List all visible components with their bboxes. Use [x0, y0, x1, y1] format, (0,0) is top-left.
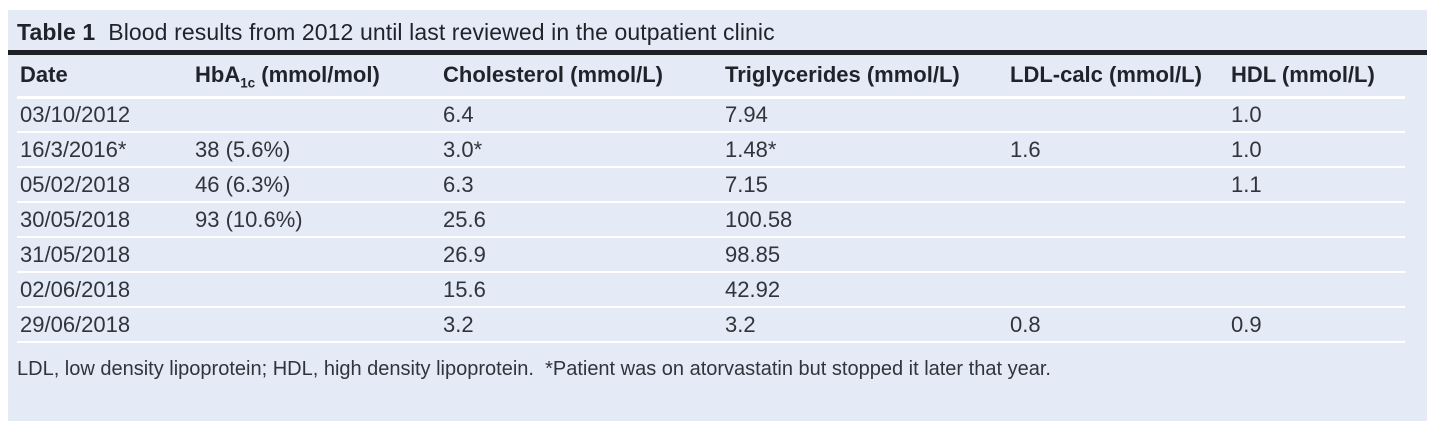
cell-ldl-calc — [1007, 237, 1228, 273]
table-number-label: Table 1 — [17, 19, 96, 45]
cell-triglycerides: 1.48* — [722, 132, 1007, 168]
cell-cholesterol: 3.2 — [440, 307, 722, 343]
cell-triglycerides: 3.2 — [722, 307, 1007, 343]
cell-date: 05/02/2018 — [17, 167, 192, 203]
cell-triglycerides: 7.94 — [722, 97, 1007, 133]
cell-cholesterol: 6.3 — [440, 167, 722, 203]
cell-ldl-calc — [1007, 167, 1228, 203]
cell-hdl: 0.9 — [1228, 307, 1405, 343]
cell-hba1c: 46 (6.3%) — [192, 167, 440, 203]
cell-hba1c — [192, 97, 440, 133]
cell-ldl-calc — [1007, 202, 1228, 238]
cell-hdl — [1228, 272, 1405, 308]
cell-ldl-calc — [1007, 97, 1228, 133]
cell-cholesterol: 3.0* — [440, 132, 722, 168]
title-divider-rule — [8, 50, 1427, 55]
cell-hdl — [1228, 237, 1405, 273]
table-row: 31/05/2018 26.9 98.85 — [17, 237, 1405, 273]
table-title: Table 1 Blood results from 2012 until las… — [8, 10, 1427, 50]
cell-date: 16/3/2016* — [17, 132, 192, 168]
hba1c-prefix: HbA — [195, 62, 241, 88]
table-caption-text: Blood results from 2012 until last revie… — [108, 19, 775, 45]
cell-cholesterol: 15.6 — [440, 272, 722, 308]
table-row: 16/3/2016* 38 (5.6%) 3.0* 1.48* 1.6 1.0 — [17, 132, 1405, 168]
cell-hdl: 1.1 — [1228, 167, 1405, 203]
cell-triglycerides: 98.85 — [722, 237, 1007, 273]
table-row: 02/06/2018 15.6 42.92 — [17, 272, 1405, 308]
blood-results-table: Date HbA1c (mmol/mol) Cholesterol (mmol/… — [17, 55, 1405, 343]
col-header-cholesterol: Cholesterol (mmol/L) — [440, 55, 722, 99]
cell-hba1c — [192, 307, 440, 343]
table-footnote: LDL, low density lipoprotein; HDL, high … — [17, 358, 1051, 380]
cell-triglycerides: 42.92 — [722, 272, 1007, 308]
cell-hdl: 1.0 — [1228, 132, 1405, 168]
cell-hba1c — [192, 272, 440, 308]
cell-ldl-calc: 1.6 — [1007, 132, 1228, 168]
cell-hdl — [1228, 202, 1405, 238]
table-header: Date HbA1c (mmol/mol) Cholesterol (mmol/… — [17, 55, 1405, 99]
table-panel: Table 1 Blood results from 2012 until las… — [8, 10, 1427, 421]
table-row: 03/10/2012 6.4 7.94 1.0 — [17, 97, 1405, 133]
cell-cholesterol: 6.4 — [440, 97, 722, 133]
cell-triglycerides: 7.15 — [722, 167, 1007, 203]
table-body: 03/10/2012 6.4 7.94 1.0 16/3/2016* 38 (5.6%) 3… — [17, 97, 1405, 343]
col-header-triglycerides: Triglycerides (mmol/L) — [722, 55, 1007, 99]
col-header-ldl-calc: LDL-calc (mmol/L) — [1007, 55, 1228, 99]
cell-cholesterol: 26.9 — [440, 237, 722, 273]
col-header-hba1c: HbA1c (mmol/mol) — [192, 55, 440, 99]
header-row: Date HbA1c (mmol/mol) Cholesterol (mmol/… — [17, 55, 1405, 99]
cell-hba1c: 93 (10.6%) — [192, 202, 440, 238]
cell-date: 03/10/2012 — [17, 97, 192, 133]
table-row: 05/02/2018 46 (6.3%) 6.3 7.15 1.1 — [17, 167, 1405, 203]
hba1c-units: (mmol/mol) — [255, 62, 380, 88]
hba1c-subscript: 1c — [240, 75, 256, 91]
cell-ldl-calc — [1007, 272, 1228, 308]
col-header-hdl: HDL (mmol/L) — [1228, 55, 1405, 99]
cell-ldl-calc: 0.8 — [1007, 307, 1228, 343]
cell-hdl: 1.0 — [1228, 97, 1405, 133]
cell-hba1c: 38 (5.6%) — [192, 132, 440, 168]
table-row: 30/05/2018 93 (10.6%) 25.6 100.58 — [17, 202, 1405, 238]
cell-date: 29/06/2018 — [17, 307, 192, 343]
cell-date: 31/05/2018 — [17, 237, 192, 273]
cell-date: 02/06/2018 — [17, 272, 192, 308]
cell-date: 30/05/2018 — [17, 202, 192, 238]
table-row: 29/06/2018 3.2 3.2 0.8 0.9 — [17, 307, 1405, 343]
cell-hba1c — [192, 237, 440, 273]
cell-triglycerides: 100.58 — [722, 202, 1007, 238]
col-header-date: Date — [17, 55, 192, 99]
cell-cholesterol: 25.6 — [440, 202, 722, 238]
